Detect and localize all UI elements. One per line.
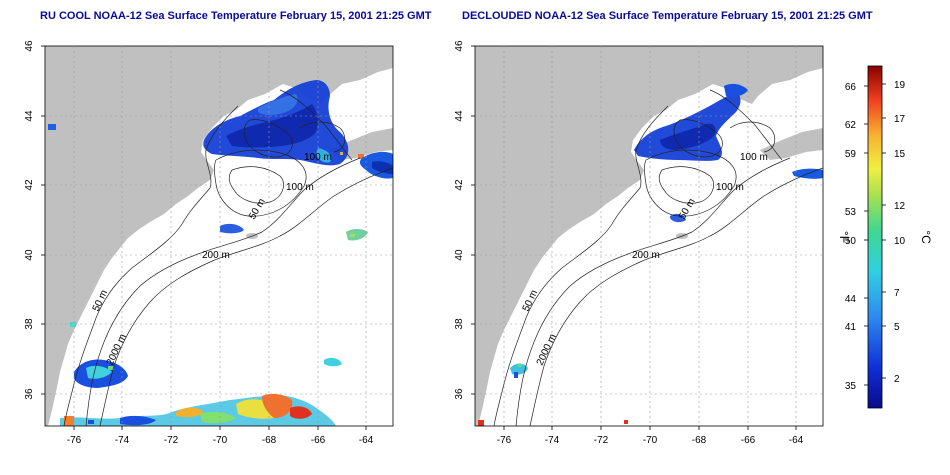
- left-sst-chesapeake: [74, 359, 128, 388]
- svg-text:7: 7: [894, 288, 900, 299]
- svg-text:-66: -66: [741, 435, 756, 446]
- celsius-tick-labels: 19 17 15 12 10 7 5 2: [894, 80, 906, 385]
- left-map-title: RU COOL NOAA-12 Sea Surface Temperature …: [40, 10, 432, 22]
- svg-text:-68: -68: [692, 435, 707, 446]
- left-sst-gulf-of-maine: [203, 80, 364, 166]
- svg-text:-74: -74: [545, 435, 560, 446]
- left-isobath-label: 100 m: [286, 182, 314, 193]
- svg-text:66: 66: [845, 82, 857, 93]
- svg-text:-66: -66: [311, 435, 326, 446]
- svg-text:59: 59: [845, 149, 857, 160]
- svg-text:19: 19: [894, 80, 906, 91]
- svg-text:5: 5: [894, 322, 900, 333]
- svg-text:-68: -68: [262, 435, 277, 446]
- right-sst-chesapeake: [478, 363, 628, 426]
- svg-text:38: 38: [454, 318, 465, 330]
- svg-text:2: 2: [894, 374, 900, 385]
- svg-text:38: 38: [24, 318, 35, 330]
- svg-text:-64: -64: [359, 435, 374, 446]
- svg-text:40: 40: [454, 249, 465, 261]
- svg-text:46: 46: [454, 40, 465, 52]
- right-lon-labels: -76 -74 -72 -70 -68 -66 -64: [497, 435, 804, 446]
- svg-text:40: 40: [24, 249, 35, 261]
- fahrenheit-unit-label: °F: [837, 231, 851, 243]
- svg-text:15: 15: [894, 149, 906, 160]
- colorbar-ticks: [864, 83, 886, 386]
- svg-text:44: 44: [24, 110, 35, 122]
- svg-text:-72: -72: [164, 435, 179, 446]
- right-isobath-label: 200 m: [632, 250, 660, 261]
- left-map-panel: 100 m 100 m 50 m 200 m 50 m 2000 m -76 -…: [24, 40, 394, 446]
- left-axis-ticks: [41, 45, 367, 430]
- left-graticule: [45, 46, 393, 426]
- right-lat-labels: 46 44 42 40 38 36: [454, 40, 465, 400]
- svg-text:17: 17: [894, 114, 906, 125]
- svg-text:-76: -76: [67, 435, 82, 446]
- svg-text:62: 62: [845, 120, 857, 131]
- left-sst-offshore-patches: [48, 124, 368, 367]
- svg-text:36: 36: [24, 388, 35, 400]
- right-map-panel: 100 m 100 m 50 m 200 m 50 m 2000 m -76 -…: [454, 40, 824, 446]
- fahrenheit-tick-labels: 66 62 59 53 50 44 41 35: [845, 82, 857, 392]
- temperature-colorbar: 66 62 59 53 50 44 41 35 19 17 15 12 10 7…: [837, 65, 933, 409]
- right-axis-ticks: [471, 45, 797, 430]
- svg-text:-64: -64: [789, 435, 804, 446]
- left-isobath-label: 200 m: [202, 250, 230, 261]
- svg-text:50: 50: [845, 236, 857, 247]
- right-isobath-label: 100 m: [740, 152, 768, 163]
- svg-text:46: 46: [24, 40, 35, 52]
- left-sst-east: [359, 151, 393, 179]
- svg-text:42: 42: [24, 179, 35, 191]
- svg-text:-72: -72: [594, 435, 609, 446]
- svg-text:35: 35: [845, 381, 857, 392]
- svg-text:36: 36: [454, 388, 465, 400]
- svg-text:-76: -76: [497, 435, 512, 446]
- svg-text:12: 12: [894, 201, 906, 212]
- svg-text:53: 53: [845, 207, 857, 218]
- svg-text:44: 44: [454, 110, 465, 122]
- left-sst-gulf-stream: [60, 393, 336, 426]
- left-isobath-label: 100 m: [304, 152, 332, 163]
- svg-text:-74: -74: [115, 435, 130, 446]
- right-sst-gulf-of-maine: [634, 83, 748, 223]
- svg-text:44: 44: [845, 294, 857, 305]
- svg-text:10: 10: [894, 236, 906, 247]
- right-map-title: DECLOUDED NOAA-12 Sea Surface Temperatur…: [462, 10, 873, 22]
- svg-text:42: 42: [454, 179, 465, 191]
- svg-text:-70: -70: [213, 435, 228, 446]
- svg-text:41: 41: [845, 322, 857, 333]
- celsius-unit-label: °C: [919, 230, 933, 244]
- left-lat-labels: 46 44 42 40 38 36: [24, 40, 35, 400]
- right-isobath-label: 100 m: [716, 182, 744, 193]
- svg-text:-70: -70: [643, 435, 658, 446]
- left-lon-labels: -76 -74 -72 -70 -68 -66 -64: [67, 435, 374, 446]
- right-graticule: [475, 46, 823, 426]
